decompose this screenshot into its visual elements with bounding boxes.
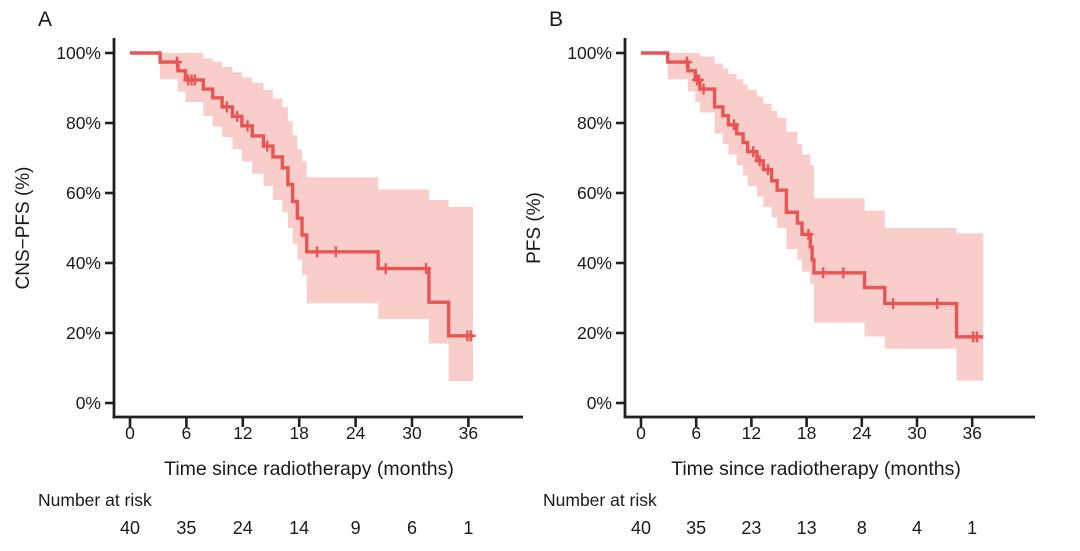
risk-count-a: 14	[289, 518, 310, 538]
x-tick-label-a: 6	[181, 423, 192, 443]
censor-mark-b	[754, 155, 765, 167]
panel-b-y-axis-title: PFS (%)	[524, 192, 545, 264]
censor-mark-b	[762, 164, 773, 176]
panel-b-x-axis-title: Time since radiotherapy (months)	[671, 458, 961, 480]
confidence-band-b	[667, 53, 984, 381]
x-tick-label-b: 18	[796, 423, 817, 443]
panel-a-letter: A	[38, 8, 53, 31]
x-tick-label-b: 12	[741, 423, 762, 443]
x-tick-label-b: 24	[852, 423, 872, 443]
axes-a	[112, 38, 523, 419]
y-tick-label-a: 20%	[65, 323, 101, 343]
censor-mark-a	[380, 263, 391, 275]
y-tick-label-a: 100%	[56, 43, 101, 63]
x-tick-label-a: 18	[289, 423, 309, 443]
censor-mark-a	[242, 120, 253, 132]
risk-count-b: 35	[686, 518, 707, 538]
risk-count-a: 6	[406, 518, 417, 538]
risk-count-a: 35	[176, 518, 197, 538]
censor-mark-b	[838, 267, 849, 279]
censor-mark-b	[971, 331, 982, 343]
panel-a-y-axis-title: CNS−PFS (%)	[13, 166, 34, 290]
risk-count-b: 1	[967, 518, 978, 538]
censor-mark-a	[465, 330, 476, 342]
x-tick-label-a: 0	[125, 423, 135, 443]
censor-mark-a	[312, 246, 323, 258]
censor-mark-b	[888, 298, 899, 310]
censor-mark-b	[728, 119, 739, 131]
y-tick-label-b: 40%	[576, 253, 612, 273]
y-tick-label-a: 80%	[65, 113, 101, 133]
x-tick-label-a: 30	[402, 423, 422, 443]
censor-mark-b	[748, 146, 759, 158]
censor-mark-a	[232, 110, 243, 122]
x-tick-label-b: 30	[907, 423, 927, 443]
risk-count-b: 40	[630, 518, 652, 538]
risk-count-a: 1	[463, 518, 474, 538]
panel-b-risk-table-title: Number at risk	[543, 490, 657, 510]
censor-mark-b	[698, 83, 709, 95]
censor-mark-b	[693, 74, 704, 86]
y-tick-label-b: 20%	[576, 323, 612, 343]
panel-a-x-axis-title: Time since radiotherapy (months)	[164, 458, 454, 480]
risk-count-b: 4	[911, 518, 922, 538]
censor-mark-b	[803, 228, 814, 240]
x-tick-label-b: 6	[691, 423, 702, 443]
risk-count-a: 24	[232, 518, 253, 538]
x-tick-label-a: 24	[345, 423, 366, 443]
x-tick-label-a: 36	[458, 423, 479, 443]
risk-count-a: 9	[350, 518, 361, 538]
x-tick-label-b: 36	[962, 423, 982, 443]
censor-mark-a	[172, 56, 182, 68]
panel-a-risk-table-title: Number at risk	[38, 490, 152, 510]
y-tick-label-b: 0%	[586, 393, 612, 413]
survival-curve-b	[641, 51, 984, 339]
censor-mark-a	[221, 101, 232, 113]
risk-count-b: 23	[741, 518, 762, 538]
censor-mark-b	[682, 56, 692, 68]
y-tick-label-b: 60%	[576, 183, 612, 203]
y-tick-label-a: 40%	[65, 253, 101, 273]
risk-count-b: 13	[796, 518, 817, 538]
confidence-band-a	[160, 53, 474, 381]
censor-mark-a	[330, 246, 341, 258]
y-tick-label-b: 80%	[576, 113, 612, 133]
censor-mark-a	[421, 263, 432, 275]
risk-count-b: 8	[856, 518, 867, 538]
axes-b	[623, 38, 1035, 419]
censor-mark-b	[932, 298, 943, 310]
censor-mark-b	[818, 267, 829, 279]
y-tick-label-b: 100%	[567, 43, 612, 63]
censor-mark-a	[189, 74, 200, 86]
x-tick-label-a: 12	[233, 423, 253, 443]
censor-mark-a	[262, 140, 273, 152]
x-tick-label-b: 0	[636, 423, 646, 443]
risk-count-a: 40	[119, 518, 141, 538]
y-tick-label-a: 60%	[65, 183, 101, 203]
y-tick-label-a: 0%	[75, 393, 101, 413]
panel-b-letter: B	[549, 8, 564, 31]
